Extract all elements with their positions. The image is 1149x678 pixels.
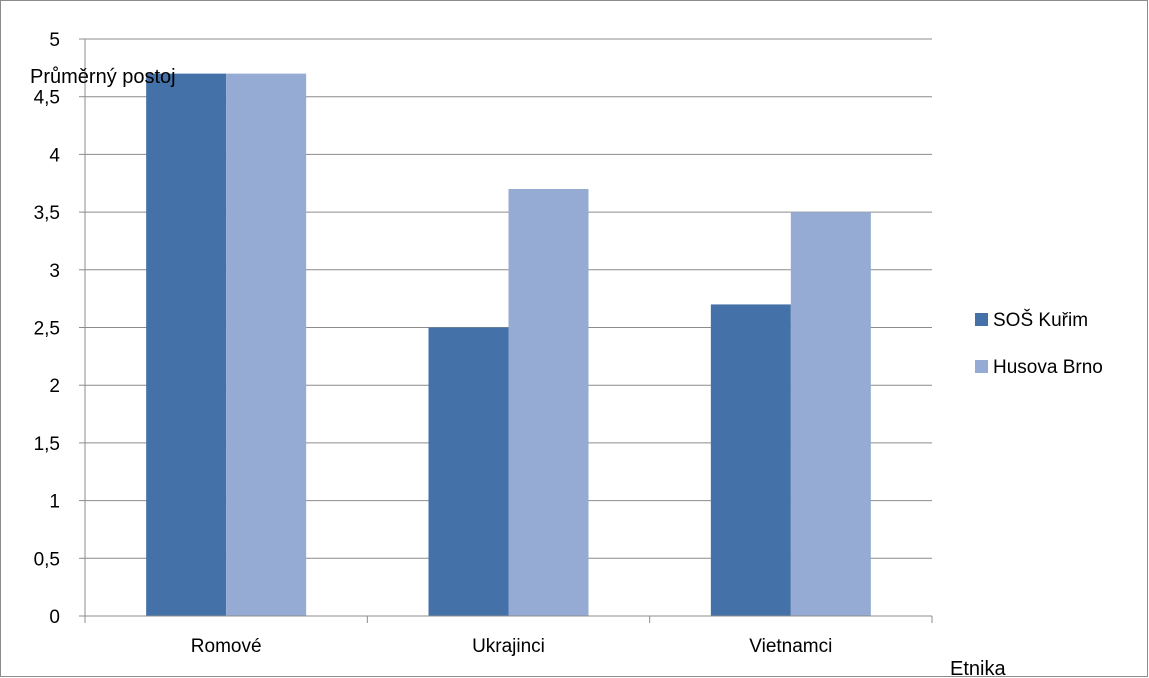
bar-sos-kurim: [710, 304, 791, 616]
y-tick-label: 2,5: [34, 319, 60, 340]
y-tick-label: 0: [49, 607, 60, 628]
y-tick-label: 5: [49, 30, 60, 51]
tick-labels: 0 0,5 1 1,5 2 2,5 3 3,5 4 4,5 5 Romové Ukrajinci Viet…: [34, 30, 833, 657]
x-tick-label: Romové: [191, 636, 262, 657]
legend-swatch: [975, 313, 988, 326]
y-tick-label: 1,5: [34, 434, 60, 455]
x-axis-title: Etnika: [950, 658, 1006, 678]
y-tick-label: 2: [49, 376, 60, 397]
axes: [79, 38, 933, 623]
bar-husova-brno: [508, 189, 589, 616]
y-tick-label: 0,5: [34, 549, 60, 570]
y-tick-label: 3,5: [34, 203, 60, 224]
legend-label: SOŠ Kuřim: [993, 309, 1088, 331]
bar-sos-kurim: [146, 73, 227, 617]
bar-husova-brno: [790, 212, 871, 616]
y-axis-title: Průměrný postoj: [30, 66, 176, 88]
y-tick-label: 4: [49, 145, 60, 166]
bar-sos-kurim: [428, 327, 509, 616]
y-tick-label: 3: [49, 261, 60, 282]
x-tick-label: Ukrajinci: [472, 636, 545, 657]
legend-label: Husova Brno: [993, 357, 1103, 378]
legend: SOŠ Kuřim Husova Brno: [975, 309, 1103, 378]
bars: [146, 73, 871, 617]
y-tick-label: 4,5: [34, 88, 60, 109]
x-tick-label: Vietnamci: [749, 636, 832, 657]
y-tick-label: 1: [49, 492, 60, 513]
legend-swatch: [975, 360, 988, 373]
bar-husova-brno: [226, 73, 307, 617]
